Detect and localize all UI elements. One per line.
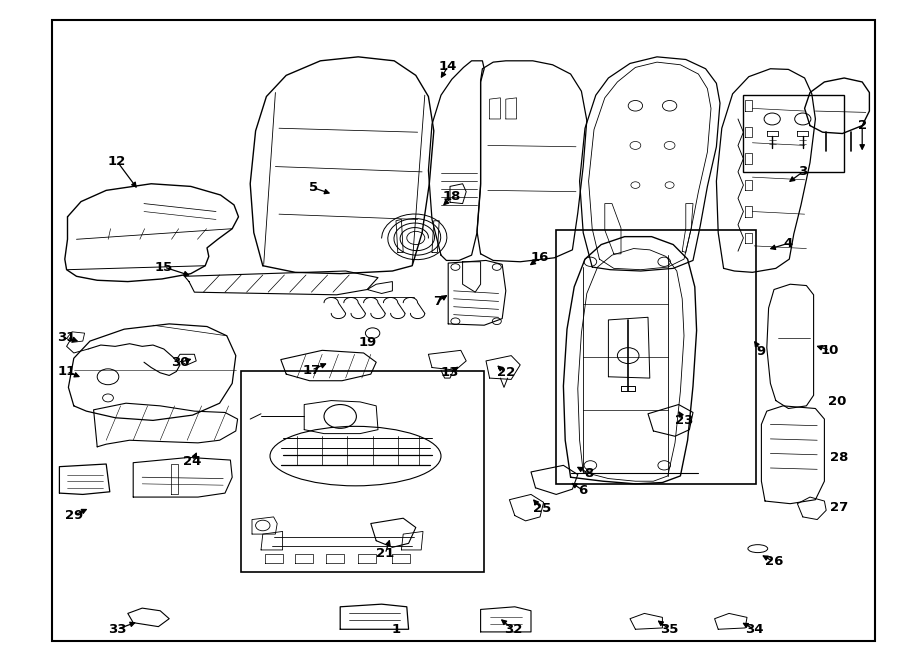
Text: 17: 17 (302, 364, 320, 377)
Text: 32: 32 (504, 623, 522, 636)
Text: 35: 35 (661, 623, 679, 636)
Text: 11: 11 (58, 365, 76, 378)
Text: 22: 22 (497, 366, 515, 379)
Text: 21: 21 (376, 547, 394, 561)
Bar (743, 95, 844, 172)
Text: 8: 8 (584, 467, 593, 480)
Text: 31: 31 (58, 330, 76, 344)
Text: 12: 12 (108, 155, 126, 168)
Text: 18: 18 (443, 190, 461, 204)
Text: 6: 6 (579, 484, 588, 497)
Bar (556, 230, 756, 484)
Text: 24: 24 (184, 455, 202, 468)
Text: 19: 19 (358, 336, 376, 349)
Text: 34: 34 (745, 623, 763, 636)
Text: 2: 2 (858, 119, 867, 132)
Text: 29: 29 (65, 509, 83, 522)
Bar (241, 371, 484, 572)
Text: 14: 14 (439, 59, 457, 73)
Text: 25: 25 (533, 502, 551, 516)
Text: 28: 28 (830, 451, 848, 464)
Text: 9: 9 (757, 345, 766, 358)
Text: 27: 27 (830, 501, 848, 514)
Text: 5: 5 (309, 181, 318, 194)
Text: 20: 20 (828, 395, 846, 408)
Text: 26: 26 (765, 555, 783, 568)
Text: 10: 10 (821, 344, 839, 357)
Text: 15: 15 (155, 260, 173, 274)
Text: 4: 4 (784, 237, 793, 250)
Text: 23: 23 (675, 414, 693, 427)
Text: 30: 30 (171, 356, 189, 369)
Text: 33: 33 (108, 623, 126, 636)
Text: 3: 3 (798, 165, 807, 178)
Text: 7: 7 (433, 295, 442, 308)
Text: 16: 16 (531, 251, 549, 264)
Text: 13: 13 (441, 366, 459, 379)
Text: 1: 1 (392, 623, 400, 636)
